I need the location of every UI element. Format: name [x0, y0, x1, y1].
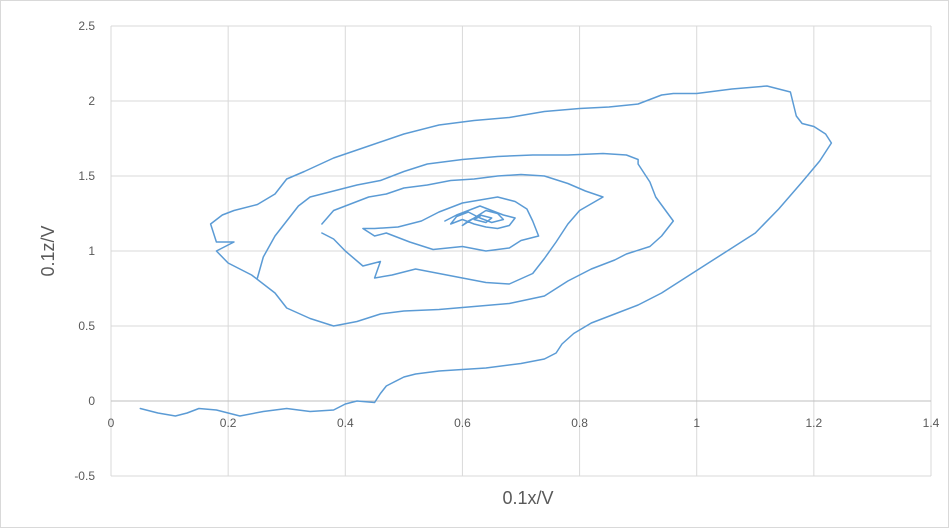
y-tick-label: 2.5 [78, 19, 95, 33]
gridlines [110, 25, 932, 477]
series-line-2 [321, 173, 604, 285]
y-tick-labels: 2.5 2 1.5 1 0.5 0 -0.5 [74, 19, 95, 483]
y-tick-label: 2 [88, 94, 95, 108]
x-tick-labels: 0 0.2 0.4 0.6 0.8 1 1.2 1.4 [108, 416, 940, 430]
x-axis-title: 0.1x/V [502, 488, 553, 508]
x-tick-label: 0.8 [571, 416, 588, 430]
series-group [139, 85, 833, 417]
series-line-4 [444, 205, 516, 230]
x-tick-label: 1.2 [806, 416, 823, 430]
x-tick-label: 0.6 [454, 416, 471, 430]
x-tick-label: 0.4 [337, 416, 354, 430]
y-tick-label: 1.5 [78, 169, 95, 183]
series-line-3 [362, 196, 540, 252]
x-tick-label: 0 [108, 416, 115, 430]
y-tick-label: 0 [88, 394, 95, 408]
y-tick-label: 1 [88, 244, 95, 258]
x-tick-label: 0.2 [220, 416, 237, 430]
x-tick-label: 1.4 [923, 416, 940, 430]
y-axis-title: 0.1z/V [38, 225, 58, 276]
series-line-1 [139, 85, 833, 417]
y-tick-label: -0.5 [74, 469, 95, 483]
x-tick-label: 1 [693, 416, 700, 430]
y-tick-label: 0.5 [78, 319, 95, 333]
